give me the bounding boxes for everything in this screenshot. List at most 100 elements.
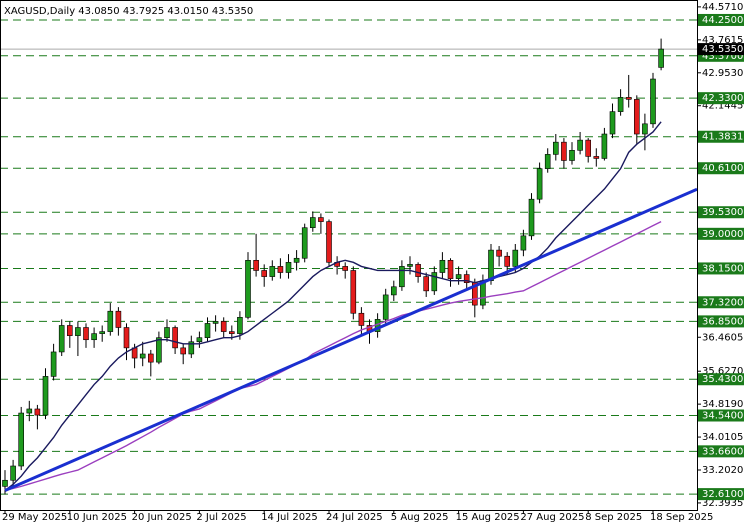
candle-body: [504, 255, 511, 267]
candle-body: [148, 353, 154, 363]
candle-body: [172, 327, 178, 349]
level-label-box: [698, 262, 744, 275]
level-label: 38.1500: [702, 263, 743, 274]
level-label-box: [698, 227, 744, 240]
candle-body: [390, 286, 397, 296]
candle-body: [569, 150, 575, 161]
y-tick-label: 34.0105: [702, 432, 743, 443]
candle-body: [439, 259, 446, 273]
level-label: 32.6100: [702, 489, 743, 500]
candle-body: [399, 266, 405, 288]
chart-title: XAGUSD,Daily 43.0850 43.7925 43.0150 43.…: [4, 6, 253, 17]
level-label-box: [698, 315, 744, 328]
last-price-box: [698, 43, 744, 56]
candle-body: [301, 227, 308, 259]
candle-body: [642, 123, 648, 135]
candle-body: [625, 97, 632, 100]
plot-frame: [0, 0, 698, 511]
candle-body: [212, 321, 219, 324]
level-label: 41.3831: [702, 132, 743, 143]
candle-body: [496, 249, 502, 257]
candle-body: [544, 154, 551, 169]
candle-body: [91, 333, 97, 341]
level-label: 36.8500: [702, 316, 743, 327]
candle-body: [34, 408, 41, 416]
moving-average: [4, 121, 662, 492]
y-tick-label: 43.7615: [702, 35, 743, 46]
candle-body: [326, 221, 332, 263]
x-tick-label: 20 Jun 2025: [132, 512, 192, 523]
candle-body: [593, 156, 600, 159]
candle-body: [512, 249, 519, 267]
candle-body: [75, 327, 81, 336]
x-tick-label: 5 Aug 2025: [391, 512, 449, 523]
level-label: 39.5300: [702, 207, 743, 218]
candle-body: [601, 133, 608, 159]
candle-body: [415, 264, 421, 277]
level-label: 43.3700: [702, 51, 743, 62]
candle-body: [520, 235, 527, 251]
y-tick-label: 35.6270: [702, 366, 743, 377]
candle-body: [633, 99, 640, 135]
level-label: 39.0000: [702, 229, 743, 240]
candle-body: [488, 249, 494, 281]
level-label-box: [698, 373, 744, 386]
candle-body: [447, 259, 454, 279]
candle-body: [245, 259, 251, 318]
candle-body: [358, 312, 365, 326]
candle-body: [83, 327, 89, 341]
y-tick-label: 42.1445: [702, 101, 743, 112]
x-tick-label: 2 Jul 2025: [196, 512, 246, 523]
candle-body: [139, 353, 146, 359]
candle-body: [58, 325, 65, 353]
candle-body: [552, 141, 559, 155]
candle-body: [115, 310, 122, 328]
x-tick-label: 14 Jul 2025: [261, 512, 318, 523]
candle-body: [528, 198, 535, 237]
candle-body: [577, 139, 583, 151]
level-label: 40.6100: [702, 163, 743, 174]
candle-body: [431, 272, 438, 292]
candle-body: [26, 408, 33, 414]
candle-body: [10, 465, 16, 481]
candle-body: [309, 217, 316, 229]
level-label: 33.6600: [702, 446, 743, 457]
candle-body: [50, 351, 57, 377]
candle-body: [220, 321, 227, 332]
candle-body: [407, 264, 413, 267]
y-tick-label: 34.8190: [702, 399, 743, 410]
candle-body: [561, 141, 567, 161]
candle-body: [585, 139, 592, 157]
x-tick-label: 27 Aug 2025: [520, 512, 584, 523]
level-label-box: [698, 445, 744, 458]
candle-body: [463, 274, 470, 283]
candle-body: [67, 325, 73, 336]
candle-body: [156, 337, 162, 363]
level-label-box: [698, 206, 744, 219]
candle-body: [123, 327, 130, 349]
candle-body: [229, 331, 235, 334]
level-label: 35.4300: [702, 374, 743, 385]
candle-body: [204, 323, 211, 338]
level-label: 42.3300: [702, 93, 743, 104]
candle-body: [2, 479, 8, 487]
candle-body: [350, 270, 357, 314]
candle-body: [107, 310, 114, 332]
candle-body: [269, 266, 276, 277]
candle-body: [658, 48, 664, 68]
candle-body: [188, 341, 195, 355]
level-label-box: [698, 13, 744, 26]
candle-body: [342, 266, 349, 271]
x-tick-label: 18 Sep 2025: [650, 512, 713, 523]
candle-body: [261, 270, 268, 277]
level-label: 34.5400: [702, 410, 743, 421]
last-price-label: 43.5350: [702, 44, 743, 55]
candle-body: [277, 266, 284, 273]
candle-body: [423, 276, 430, 292]
candle-body: [455, 274, 462, 279]
y-tick-label: 33.2020: [702, 465, 743, 476]
candle-body: [18, 412, 25, 467]
moving-average: [4, 220, 662, 492]
candle-body: [253, 259, 259, 271]
